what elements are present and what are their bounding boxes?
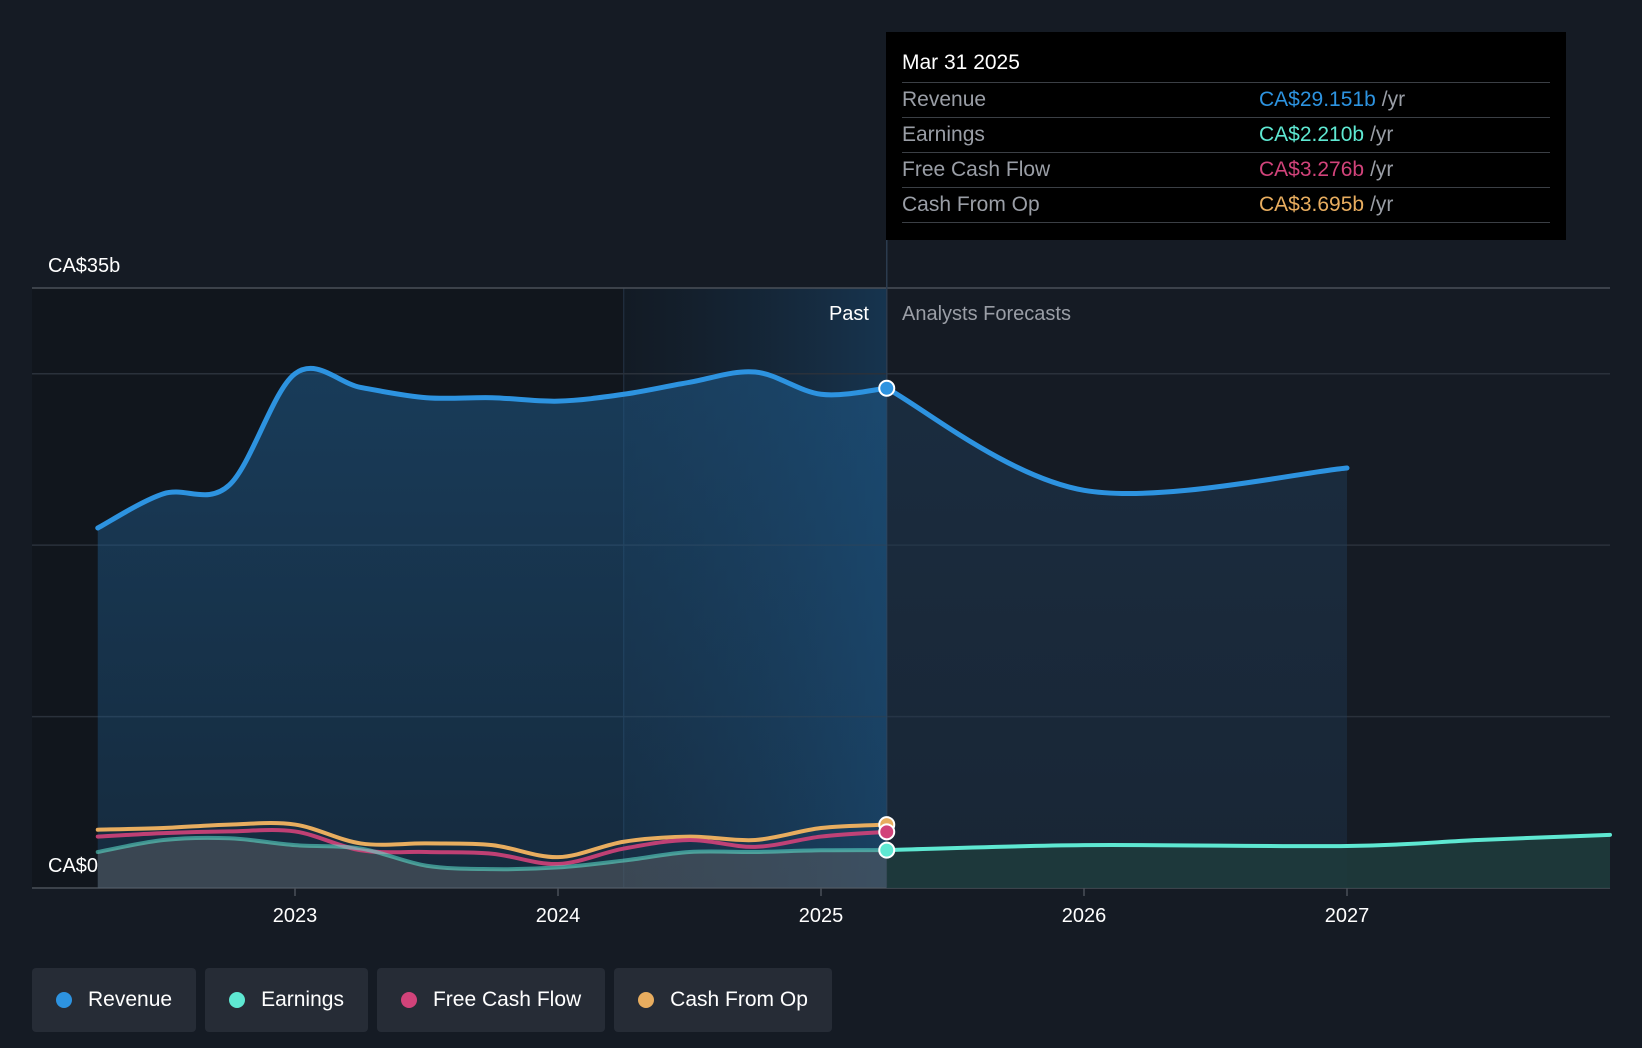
legend-item-revenue[interactable]: Revenue [32, 968, 197, 1032]
free-cash-flow-line [95, 827, 889, 867]
tooltip-row-earnings: Earnings CA$2.210b /yr [902, 118, 1550, 153]
tooltip-value: CA$2.210b [1259, 123, 1365, 146]
tooltip-label: Cash From Op [902, 193, 1040, 216]
legend-label: Revenue [88, 988, 173, 1011]
x-tick-label: 2024 [536, 905, 581, 927]
tooltip-label: Revenue [902, 88, 987, 111]
revenue-marker [878, 379, 896, 397]
past-label: Past [829, 303, 869, 325]
x-tick-label: 2023 [273, 905, 318, 927]
earnings-line [95, 835, 889, 872]
tooltip-label: Free Cash Flow [902, 158, 1051, 181]
tooltip-unit: /yr [1381, 88, 1406, 111]
earnings-area [97, 837, 887, 888]
legend-dot-icon [229, 992, 246, 1008]
tooltip-date: Mar 31 2025 [902, 46, 1550, 83]
revenue-area [97, 368, 887, 889]
legend-item-free-cash-flow[interactable]: Free Cash Flow [376, 968, 606, 1032]
earnings-forecast-area [886, 834, 1610, 888]
tooltip-row-free-cash-flow: Free Cash Flow CA$3.276b /yr [902, 153, 1550, 188]
y-tick-label-zero: CA$0 [48, 855, 98, 877]
legend-label: Free Cash Flow [432, 988, 582, 1011]
tooltip-unit: /yr [1370, 123, 1394, 146]
legend-label: Earnings [261, 988, 344, 1011]
tooltip-value: CA$3.276b [1259, 158, 1365, 181]
forecast-label: Analysts Forecasts [902, 303, 1071, 325]
tooltip-value: CA$3.695b [1259, 193, 1365, 216]
legend-item-cash-from-op[interactable]: Cash From Op [614, 968, 832, 1032]
cash-from-op-line [95, 821, 889, 860]
tooltip-value: CA$29.151b [1259, 88, 1376, 111]
revenue-forecast-area [886, 388, 1347, 888]
tooltip-unit: /yr [1370, 193, 1394, 216]
legend-dot-icon [56, 992, 72, 1008]
tooltip-panel: Mar 31 2025 Revenue CA$29.151b /yr Earni… [886, 32, 1566, 240]
revenue-forecast-line [884, 385, 1350, 497]
earnings-marker [878, 841, 896, 859]
x-tick-label: 2027 [1325, 905, 1370, 927]
earnings-forecast-line [884, 832, 1612, 853]
x-tick-label: 2026 [1062, 905, 1107, 927]
legend-item-earnings[interactable]: Earnings [205, 968, 368, 1032]
tooltip-unit: /yr [1370, 158, 1394, 181]
x-tick-label: 2025 [799, 905, 844, 927]
y-tick-label-max: CA$35b [48, 255, 120, 277]
legend-dot-icon [638, 992, 655, 1008]
tooltip-label: Earnings [902, 123, 985, 146]
revenue-line [95, 366, 890, 531]
legend-label: Cash From Op [670, 988, 808, 1011]
legend-dot-icon [400, 992, 417, 1008]
tooltip-row-cash-from-op: Cash From Op CA$3.695b /yr [902, 188, 1550, 223]
legend: Revenue Earnings Free Cash Flow Cash Fro… [32, 968, 832, 1032]
tooltip-row-revenue: Revenue CA$29.151b /yr [902, 83, 1550, 118]
free-cash-flow-marker [878, 823, 896, 841]
